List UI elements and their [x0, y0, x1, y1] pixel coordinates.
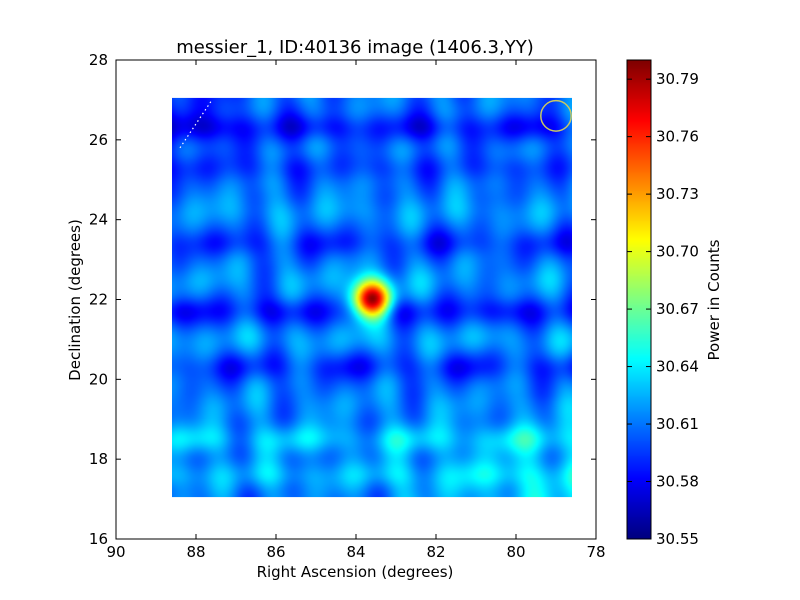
chart-title: messier_1, ID:40136 image (1406.3,YY)	[176, 37, 533, 58]
y-tick-label: 26	[89, 131, 108, 149]
colorbar-image	[627, 60, 651, 539]
heatmap-image	[172, 97, 572, 498]
colorbar-tick-label: 30.79	[656, 70, 699, 88]
colorbar-ticks: 30.55 30.58 30.61 30.64 30.67 30.70 30.73 30.76…	[627, 70, 699, 548]
colorbar-tick-label: 30.58	[656, 473, 699, 491]
dotted-line-marker	[179, 99, 213, 149]
beam-circle-marker	[540, 99, 572, 132]
y-tick-label: 16	[89, 530, 108, 548]
y-tick-label: 28	[89, 51, 108, 69]
x-tick-label: 82	[426, 543, 445, 561]
x-tick-label: 88	[186, 543, 205, 561]
plot-area	[115, 59, 597, 540]
x-tick-label: 84	[346, 543, 365, 561]
y-tick-label: 18	[89, 450, 108, 468]
y-tick-label: 24	[89, 211, 108, 229]
colorbar-tick-label: 30.70	[656, 243, 699, 261]
y-tick-label: 20	[89, 370, 108, 388]
colorbar-label: Power in Counts	[705, 239, 723, 360]
colorbar-tick-label: 30.61	[656, 415, 699, 433]
colorbar-tick-label: 30.67	[656, 300, 699, 318]
y-axis-label: Declination (degrees)	[66, 219, 84, 381]
x-tick-label: 78	[586, 543, 605, 561]
colorbar-tick-label: 30.76	[656, 128, 699, 146]
colorbar-tick-label: 30.55	[656, 530, 699, 548]
colorbar-frame	[626, 59, 652, 540]
annotations	[179, 99, 572, 149]
x-tick-label: 80	[506, 543, 525, 561]
x-tick-label: 86	[266, 543, 285, 561]
x-axis-ticks: 90 88 86 84 82 80 78	[106, 60, 606, 561]
y-axis-ticks: 16 18 20 22 24 26 28	[89, 51, 596, 548]
colorbar-tick-label: 30.64	[656, 358, 699, 376]
colorbar: 30.55 30.58 30.61 30.64 30.67 30.70 30.73 30.76…	[626, 59, 699, 548]
y-tick-label: 22	[89, 291, 108, 309]
colorbar-tick-label: 30.73	[656, 185, 699, 203]
x-tick-label: 90	[106, 543, 125, 561]
x-axis-label: Right Ascension (degrees)	[257, 563, 454, 581]
